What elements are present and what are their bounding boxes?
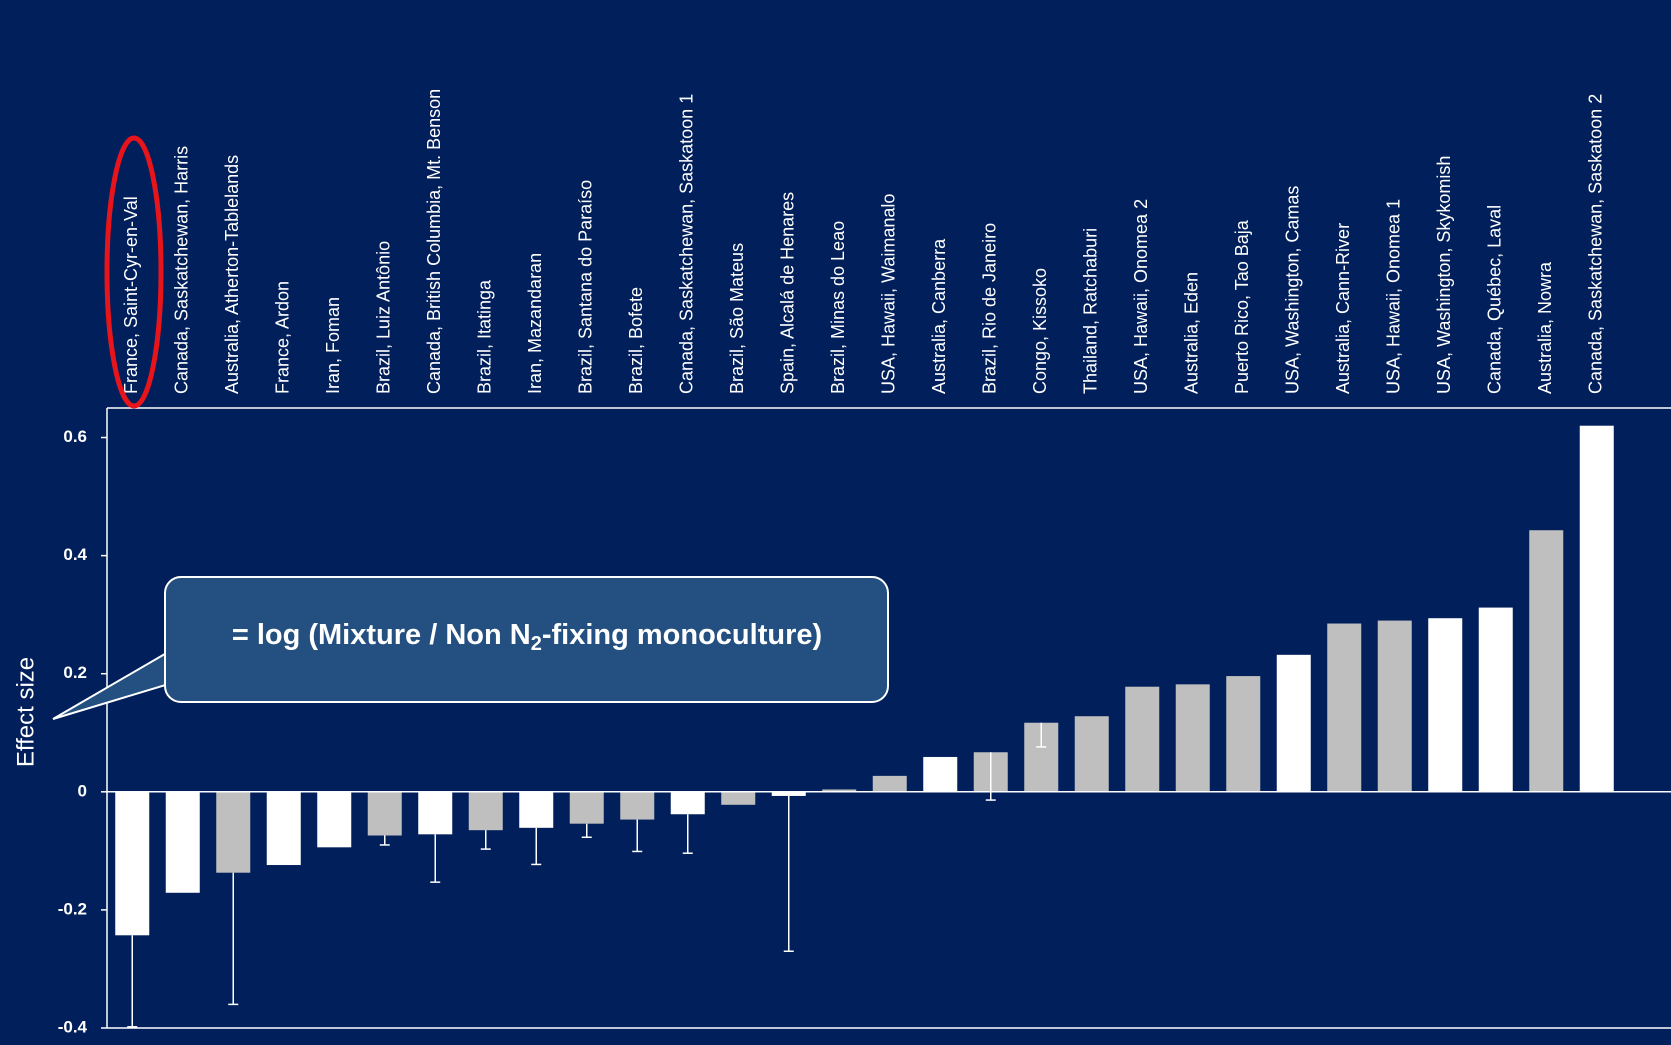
x-tick-label: Australia, Eden [1182,272,1202,394]
bar [771,791,806,796]
y-tick-label: 0.4 [63,545,87,564]
bar [367,791,402,836]
x-tick-label: USA, Hawaii, Waimanalo [879,194,899,394]
callout-box [164,576,889,703]
x-tick-label: Canada, British Columbia, Mt. Benson [424,89,444,394]
bar [1327,623,1362,792]
bar [115,791,150,936]
callout-pointer [52,643,183,720]
bar [468,791,503,831]
bar [1579,425,1614,792]
bar [519,791,554,828]
x-tick-label: USA, Hawaii, Onomea 2 [1131,199,1151,394]
bar [620,791,655,820]
x-tick-label: Canada, Saskatchewan, Saskatoon 1 [677,94,697,394]
x-tick-label: Puerto Rico, Tao Baja [1232,219,1252,394]
annotation-part: -fixing monoculture) [542,619,822,651]
callout: = log (Mixture / Non N2-fixing monocultu… [52,576,889,720]
y-tick-label: -0.4 [58,1017,88,1036]
bar [670,791,705,815]
x-tick-label: Canada, Québec, Laval [1485,205,1505,394]
plot: -0.4 -0.2 0 0.2 0.4 0.6 France, Saint-Cyr-en-V… [58,89,1671,1036]
bar [1125,686,1160,792]
x-tick-label: Congo, Kissoko [1030,268,1050,394]
x-tick-label: Brazil, Rio de Janeiro [980,223,1000,394]
bar [317,791,352,848]
bar [165,791,200,893]
x-tick-label: Iran, Mazandaran [525,253,545,394]
x-tick-label: Australia, Canberra [929,238,949,394]
bar [1074,716,1109,792]
x-tick-label: Brazil, São Mateus [727,243,747,394]
bar [1276,654,1311,792]
annotation-subscript: 2 [531,633,542,655]
x-tick-label: Spain, Alcalá de Henares [778,192,798,394]
x-tick-label: USA, Washington, Skykomish [1434,156,1454,394]
bar [569,791,604,824]
x-tick-label: Brazil, Bofete [626,287,646,394]
x-tick-label: USA, Hawaii, Onomea 1 [1384,199,1404,394]
x-tick-label: France, Saint-Cyr-en-Val [121,196,141,394]
x-tick-label: France, Ardon [273,281,293,394]
x-tick-label: Canada, Saskatchewan, Harris [172,146,192,394]
bar [1529,530,1564,792]
y-tick-label: 0 [78,781,87,800]
bar [216,791,251,873]
bar [923,756,958,792]
y-axis-label: Effect size [12,657,39,767]
bar [1175,684,1210,792]
bar [1478,607,1513,792]
bar [266,791,301,866]
highlight-ellipse [104,135,164,409]
x-tick-label: Iran, Foman [323,297,343,394]
x-tick-label: Australia, Nowra [1535,261,1555,394]
y-tick-label: 0.6 [63,427,87,446]
x-tick-label: Brazil, Itatinga [475,279,495,394]
y-tick-label: -0.2 [58,899,87,918]
callout-text: = log (Mixture / Non N2-fixing monocultu… [232,619,822,656]
x-tick-label: Australia, Atherton-Tablelands [222,155,242,394]
y-tick-label: 0.2 [63,663,87,682]
x-tick-label: Brazil, Luiz Antônio [374,241,394,394]
bar [872,775,907,792]
annotation-part: = log (Mixture / Non N [232,619,531,651]
bar [1377,620,1412,792]
x-tick-label: USA, Washington, Camas [1283,186,1303,394]
x-tick-label: Thailand, Ratchaburi [1081,228,1101,394]
bar [1226,676,1261,792]
bar [721,791,756,805]
bar [1428,618,1463,792]
bar [418,791,453,835]
x-tick-label: Australia, Cann-River [1333,223,1353,394]
x-tick-label: Canada, Saskatchewan, Saskatoon 2 [1586,94,1606,394]
bar [822,789,857,792]
x-tick-label: Brazil, Santana do Paraíso [576,180,596,394]
x-tick-label: Brazil, Minas do Leao [828,221,848,394]
